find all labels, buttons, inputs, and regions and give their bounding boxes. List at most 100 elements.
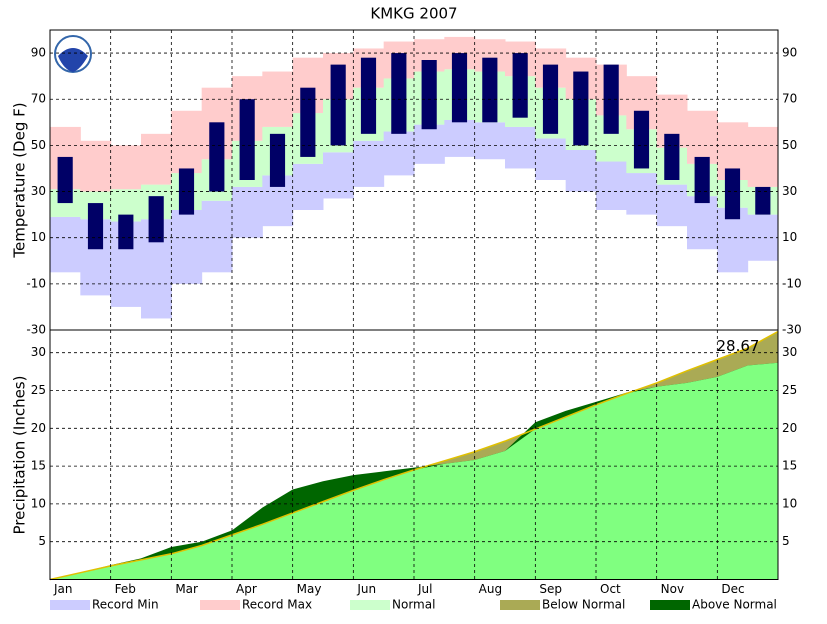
y-tick-label-right: 90 — [782, 46, 797, 60]
x-tick-label: Oct — [600, 582, 621, 596]
observed-bar — [300, 87, 316, 157]
record-min-bar — [535, 138, 567, 180]
x-tick-label: Jul — [417, 582, 432, 596]
record-max-bar — [747, 126, 779, 187]
chart-title: KMKG 2007 — [370, 5, 457, 23]
legend-swatch — [350, 600, 390, 610]
record-min-bar — [444, 120, 476, 157]
observed-bar — [57, 156, 73, 204]
y-tick-label-right: 10 — [782, 496, 797, 510]
x-tick-label: Jun — [356, 582, 376, 596]
plot-frame — [49, 329, 779, 580]
observed-bar — [118, 214, 134, 250]
y-tick-label: 30 — [31, 184, 46, 198]
record-min-bar — [353, 140, 385, 187]
y-tick-label: 70 — [31, 92, 46, 106]
record-min-bar — [232, 186, 263, 238]
record-max-bar — [141, 133, 172, 185]
y-tick-label: 25 — [31, 383, 46, 397]
y-tick-label-right: 30 — [782, 345, 797, 359]
legend-swatch — [200, 600, 240, 610]
record-min-bar — [323, 152, 354, 199]
y-tick-label-right: 20 — [782, 421, 797, 435]
observed-bar — [482, 57, 498, 123]
observed-bar — [239, 99, 255, 180]
observed-bar — [603, 64, 619, 134]
noaa-logo — [54, 35, 92, 73]
record-min-bar — [626, 173, 658, 215]
observed-bar — [451, 53, 468, 123]
observed-bar — [573, 71, 589, 146]
y-tick-label: 10 — [31, 496, 46, 510]
observed-bar — [330, 64, 346, 146]
legend-label: Below Normal — [542, 598, 625, 612]
y-tick-label: -30 — [26, 323, 46, 337]
record-min-bar — [596, 161, 627, 210]
observed-bar — [664, 133, 680, 180]
observed-bar — [421, 60, 437, 130]
y-tick-label-right: -10 — [782, 276, 802, 290]
observed-bar — [391, 53, 407, 134]
x-tick-label: Sep — [539, 582, 562, 596]
y-tick-label: 5 — [38, 534, 46, 548]
x-tick-label: Nov — [661, 582, 684, 596]
y-tick-label-right: 30 — [782, 184, 797, 198]
x-tick-label: Apr — [236, 582, 257, 596]
record-max-bar — [80, 140, 112, 192]
y-tick-label-right: 10 — [782, 230, 797, 244]
x-tick-label: Mar — [175, 582, 198, 596]
x-tick-label: Aug — [479, 582, 502, 596]
y-axis-label: Precipitation (Inches) — [11, 376, 29, 535]
y-tick-label: 50 — [31, 138, 46, 152]
y-tick-label-right: 5 — [782, 534, 790, 548]
observed-bar — [633, 110, 650, 169]
legend-label: Above Normal — [692, 598, 777, 612]
legend-swatch — [500, 600, 540, 610]
y-tick-label-right: 15 — [782, 459, 797, 473]
x-tick-label: Feb — [115, 582, 136, 596]
record-min-bar — [687, 196, 718, 250]
y-tick-label: 30 — [31, 345, 46, 359]
record-min-bar — [50, 216, 81, 273]
record-min-bar — [565, 150, 597, 192]
record-min-bar — [201, 200, 233, 273]
observed-bar — [724, 168, 741, 220]
y-tick-label: 15 — [31, 459, 46, 473]
observed-bar — [360, 57, 377, 134]
record-min-bar — [474, 122, 506, 160]
y-tick-label-right: 70 — [782, 92, 797, 106]
record-max-bar — [110, 145, 142, 190]
y-tick-label-right: 25 — [782, 383, 797, 397]
record-min-bar — [505, 126, 536, 169]
observed-bar — [209, 122, 225, 192]
data-label: 28.67 — [717, 337, 760, 355]
legend-label: Record Min — [92, 598, 159, 612]
record-min-bar — [383, 131, 415, 176]
observed-bar — [694, 156, 710, 204]
observed-bar — [178, 168, 195, 215]
observed-bar — [512, 53, 528, 118]
x-tick-label: Jan — [53, 582, 73, 596]
observed-bar — [87, 203, 104, 250]
record-max-bar — [687, 110, 718, 164]
x-tick-label: Dec — [721, 582, 744, 596]
y-tick-label: 20 — [31, 421, 46, 435]
observed-bar — [755, 186, 771, 215]
record-min-bar — [414, 124, 445, 164]
record-min-bar — [656, 184, 688, 227]
y-tick-label-right: 50 — [782, 138, 797, 152]
legend-swatch — [650, 600, 690, 610]
observed-bar — [148, 196, 164, 243]
record-min-bar — [292, 163, 324, 210]
legend-label: Record Max — [242, 598, 312, 612]
y-axis-label: Temperature (Deg F) — [11, 102, 29, 258]
legend-swatch — [50, 600, 90, 610]
observed-bar — [269, 133, 286, 187]
y-tick-label-right: -30 — [782, 323, 802, 337]
y-tick-label: -10 — [26, 276, 46, 290]
legend-label: Normal — [392, 598, 435, 612]
record-max-bar — [171, 110, 203, 174]
x-tick-label: May — [297, 582, 322, 596]
